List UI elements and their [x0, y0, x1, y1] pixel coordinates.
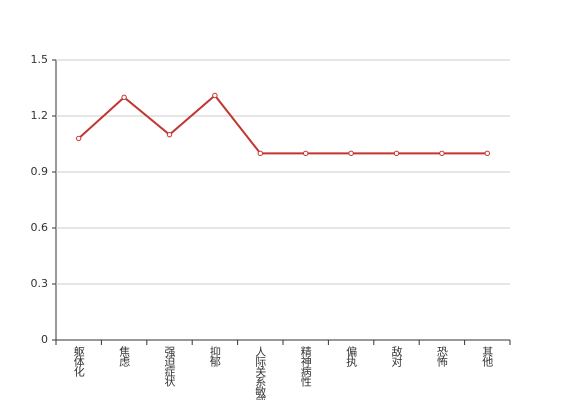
y-tick-label: 0.9	[31, 165, 49, 178]
y-tick-label: 0.6	[31, 221, 49, 234]
x-tick-label: 其他	[481, 346, 494, 367]
x-tick-label: 人际关系敏感	[254, 346, 267, 400]
line	[78, 94, 488, 155]
y-tick-label: 1.2	[31, 109, 49, 122]
point	[348, 150, 354, 157]
x-tick-label: 敌对	[390, 345, 403, 367]
x-tick-label: 偏执	[345, 345, 358, 368]
x-tick-label: 焦虑	[118, 346, 131, 367]
y-tick-label: 0	[41, 333, 48, 346]
x-tick-label: 躯体化	[72, 346, 85, 378]
x-tick-label: 恐怖	[435, 346, 448, 367]
point	[166, 131, 173, 138]
point	[393, 150, 400, 157]
y-tick-label: 0.3	[31, 277, 49, 290]
point	[303, 150, 309, 157]
x-tick-label: 抑郁	[208, 345, 221, 367]
point	[484, 150, 490, 157]
point	[121, 94, 127, 101]
x-tick-label: 强迫症状	[163, 346, 176, 387]
point	[439, 150, 445, 157]
point	[212, 92, 218, 99]
y-tick-label: 1.5	[31, 53, 49, 66]
x-tick-label: 精神病性	[299, 346, 312, 388]
point	[257, 150, 263, 157]
point	[76, 135, 82, 142]
